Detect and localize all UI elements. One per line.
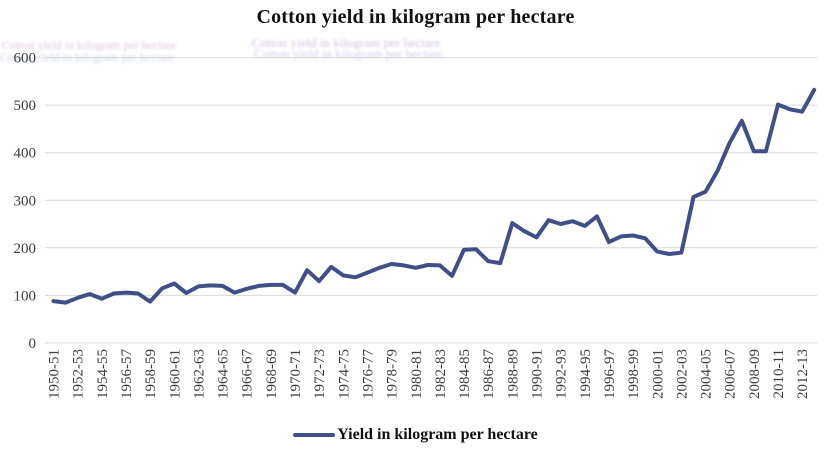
svg-text:2008-09: 2008-09 <box>747 349 763 399</box>
svg-text:0: 0 <box>29 336 37 352</box>
svg-text:2010-11: 2010-11 <box>771 349 787 398</box>
svg-text:1976-77: 1976-77 <box>360 349 376 399</box>
legend: Yield in kilogram per hectare <box>0 423 831 447</box>
legend-line-swatch <box>293 433 336 437</box>
svg-text:1984-85: 1984-85 <box>457 349 473 399</box>
svg-text:1980-81: 1980-81 <box>409 349 425 399</box>
svg-text:2006-07: 2006-07 <box>723 349 739 399</box>
svg-text:2004-05: 2004-05 <box>699 349 715 399</box>
svg-text:1968-69: 1968-69 <box>264 349 280 399</box>
svg-text:100: 100 <box>14 288 37 304</box>
svg-text:1952-53: 1952-53 <box>71 349 87 399</box>
svg-text:1954-55: 1954-55 <box>95 349 111 399</box>
svg-text:1966-67: 1966-67 <box>240 349 256 399</box>
svg-text:1960-61: 1960-61 <box>167 349 183 399</box>
svg-text:1958-59: 1958-59 <box>143 349 159 399</box>
svg-text:2002-03: 2002-03 <box>674 349 690 399</box>
svg-text:1986-87: 1986-87 <box>481 349 497 399</box>
svg-text:2000-01: 2000-01 <box>650 349 666 399</box>
svg-text:400: 400 <box>14 146 37 162</box>
svg-text:600: 600 <box>14 51 37 67</box>
chart-title: Cotton yield in kilogram per hectare <box>256 6 575 28</box>
svg-text:1988-89: 1988-89 <box>505 349 521 399</box>
svg-text:2012-13: 2012-13 <box>795 349 811 399</box>
svg-text:1994-95: 1994-95 <box>578 349 594 399</box>
svg-text:1950-51: 1950-51 <box>47 349 63 399</box>
svg-text:1972-73: 1972-73 <box>312 349 328 399</box>
svg-text:500: 500 <box>14 98 37 114</box>
svg-text:300: 300 <box>14 193 37 209</box>
svg-text:1992-93: 1992-93 <box>554 349 570 399</box>
svg-text:1964-65: 1964-65 <box>216 349 232 399</box>
svg-text:1974-75: 1974-75 <box>336 349 352 399</box>
svg-text:1982-83: 1982-83 <box>433 349 449 399</box>
svg-text:1990-91: 1990-91 <box>530 349 546 399</box>
svg-text:1962-63: 1962-63 <box>191 349 207 399</box>
svg-text:200: 200 <box>14 241 37 257</box>
svg-text:1998-99: 1998-99 <box>626 349 642 399</box>
svg-text:1956-57: 1956-57 <box>119 349 135 399</box>
svg-text:1970-71: 1970-71 <box>288 349 304 399</box>
svg-text:1996-97: 1996-97 <box>602 349 618 399</box>
svg-text:1978-79: 1978-79 <box>385 349 401 399</box>
legend-label: Yield in kilogram per hectare <box>337 426 538 443</box>
